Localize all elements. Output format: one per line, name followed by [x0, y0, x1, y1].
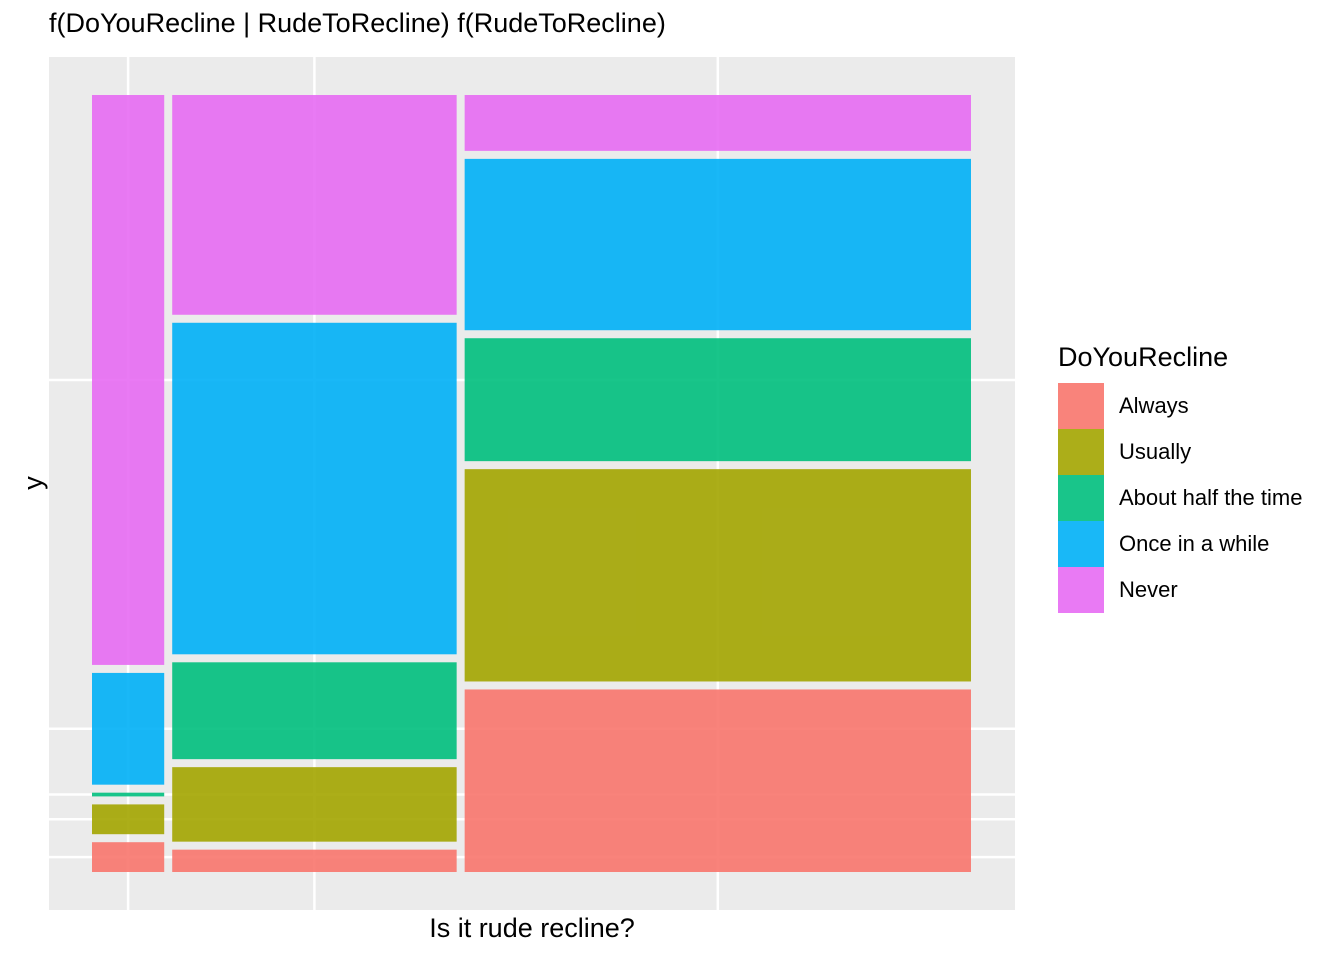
- legend-item: Never: [1058, 567, 1302, 613]
- mosaic-tile-usually: [172, 767, 457, 842]
- legend-item: Usually: [1058, 429, 1302, 475]
- mosaic-tile-always: [92, 842, 165, 872]
- legend-swatch: [1058, 521, 1104, 567]
- mosaic-tile-once-in-a-while: [92, 672, 165, 785]
- x-axis-label: Is it rude recline?: [429, 913, 635, 943]
- legend-swatch: [1058, 383, 1104, 429]
- legend-swatch: [1058, 475, 1104, 521]
- legend-label: About half the time: [1119, 485, 1303, 510]
- legend-item: Once in a while: [1058, 521, 1302, 567]
- mosaic-tile-about-half-the-time: [464, 338, 971, 462]
- legend: DoYouRecline Always Usually About half the…: [1058, 342, 1302, 613]
- mosaic-tile-never: [92, 95, 165, 665]
- legend-label: Never: [1119, 577, 1178, 602]
- legend-label: Always: [1119, 393, 1189, 418]
- legend-swatch: [1058, 567, 1104, 613]
- legend-label: Once in a while: [1119, 531, 1270, 556]
- mosaic-tile-always: [172, 849, 457, 872]
- mosaic-tile-usually: [464, 469, 971, 682]
- mosaic-tile-once-in-a-while: [172, 322, 457, 655]
- mosaic-tile-never: [172, 95, 457, 315]
- mosaic-tile-once-in-a-while: [464, 158, 971, 331]
- legend-item: About half the time: [1058, 475, 1302, 521]
- mosaic-tile-never: [464, 95, 971, 151]
- mosaic-tiles: [92, 95, 971, 872]
- mosaic-tile-always: [464, 689, 971, 872]
- chart-title: f(DoYouRecline | RudeToRecline) f(RudeTo…: [49, 8, 666, 38]
- legend-label: Usually: [1119, 439, 1192, 464]
- legend-item: Always: [1058, 383, 1302, 429]
- legend-items: Always Usually About half the time Once in …: [1058, 383, 1302, 613]
- legend-title: DoYouRecline: [1058, 342, 1229, 372]
- mosaic-tile-about-half-the-time: [92, 792, 165, 797]
- legend-swatch: [1058, 429, 1104, 475]
- y-axis-label: y: [18, 476, 48, 490]
- mosaic-tile-usually: [92, 804, 165, 835]
- mosaic-tile-about-half-the-time: [172, 662, 457, 760]
